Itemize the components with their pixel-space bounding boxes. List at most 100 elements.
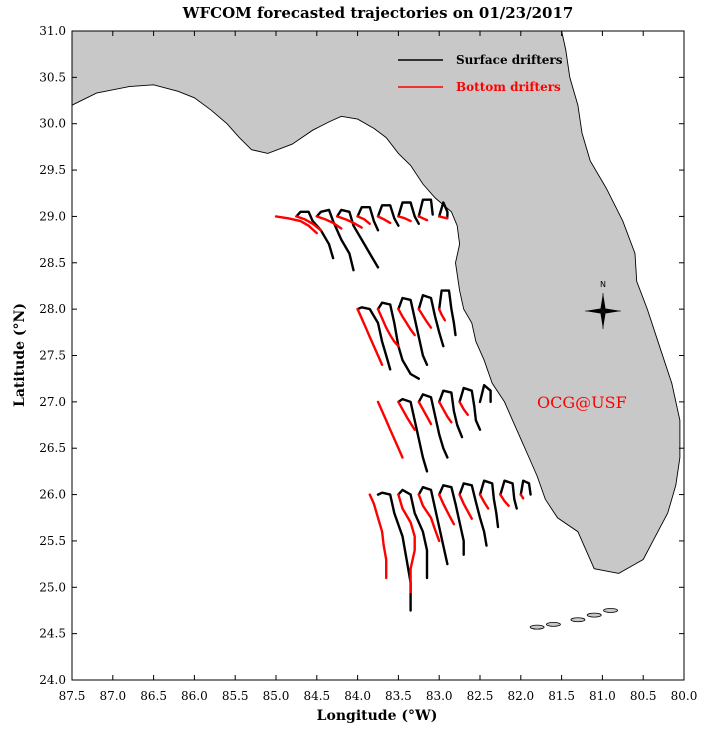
bottom-trajectory [417, 215, 429, 222]
bottom-trajectory [458, 493, 473, 520]
y-tick-label: 27.5 [39, 349, 66, 363]
bottom-trajectory [438, 215, 449, 220]
bottom-trajectory [368, 493, 388, 580]
bottom-trajectory [376, 307, 400, 348]
bottom-trajectory [397, 215, 412, 223]
x-tick-label: 82.0 [507, 689, 534, 703]
surface-trajectory [376, 301, 420, 380]
bottom-trajectory [315, 215, 343, 230]
y-tick-label: 27.0 [39, 395, 66, 409]
bottom-trajectory [356, 215, 371, 226]
x-tick-label: 86.0 [181, 689, 208, 703]
surface-trajectory [458, 482, 488, 547]
x-tick-label: 87.5 [59, 689, 86, 703]
y-tick-label: 29.0 [39, 209, 66, 223]
bottom-trajectory [376, 400, 404, 459]
surface-trajectory [356, 205, 380, 232]
bottom-trajectory [397, 400, 416, 431]
bottom-trajectory [438, 400, 453, 424]
x-tick-label: 84.5 [303, 689, 330, 703]
y-tick-label: 28.5 [39, 256, 66, 270]
bottom-trajectory [478, 493, 490, 510]
plot-area [71, 30, 685, 681]
surface-trajectory [397, 296, 429, 366]
x-tick-label: 81.0 [589, 689, 616, 703]
bottom-trajectory [458, 400, 469, 416]
surface-trajectory [438, 289, 457, 337]
bottom-trajectory [417, 400, 433, 426]
legend-surface-label: Surface drifters [456, 53, 563, 67]
surface-trajectory [438, 389, 464, 439]
y-tick-label: 26.0 [39, 488, 66, 502]
y-axis-title: Latitude (°N) [12, 303, 28, 407]
ocg-watermark: OCG@USF [537, 393, 627, 412]
keys-island [586, 612, 602, 618]
bottom-trajectory [499, 493, 510, 507]
surface-trajectory [336, 208, 380, 269]
y-tick-label: 28.0 [39, 302, 66, 316]
axis-ticks: 87.5 87.0 86.5 86.0 85.5 85.0 84.5 84.0 83.5 83.0… [39, 24, 697, 703]
surface-trajectory [356, 306, 392, 371]
x-tick-label: 80.0 [671, 689, 698, 703]
compass-rose-icon: N [585, 280, 621, 329]
bottom-trajectory [438, 307, 447, 322]
surface-trajectory [478, 479, 500, 529]
bottom-trajectory [274, 215, 318, 235]
x-tick-label: 84.0 [344, 689, 371, 703]
y-tick-label: 25.5 [39, 534, 66, 548]
legend: Surface drifters Bottom drifters [398, 53, 563, 94]
surface-trajectory [376, 204, 400, 227]
surface-trajectory [315, 208, 355, 272]
surface-trajectory [438, 484, 465, 556]
florida-land [71, 30, 681, 574]
bottom-trajectory [417, 307, 433, 329]
surface-trajectory [417, 486, 449, 566]
chart-title: WFCOM forecasted trajectories on 01/23/2… [182, 4, 574, 22]
x-tick-label: 85.0 [263, 689, 290, 703]
x-tick-label: 87.0 [99, 689, 126, 703]
y-tick-label: 30.0 [39, 117, 66, 131]
keys-island [570, 617, 586, 623]
surface-trajectory [295, 210, 335, 260]
y-tick-label: 24.0 [39, 673, 66, 687]
bottom-trajectory [397, 493, 416, 594]
surface-trajectory [417, 198, 434, 218]
y-tick-label: 25.0 [39, 580, 66, 594]
surface-trajectory [417, 393, 449, 459]
keys-island [529, 624, 545, 630]
y-tick-label: 30.5 [39, 70, 66, 84]
x-axis-title: Longitude (°W) [317, 708, 438, 724]
surface-trajectory [397, 397, 429, 473]
surface-trajectory [417, 294, 445, 348]
bottom-trajectory [356, 307, 384, 366]
bottom-trajectory [417, 493, 441, 543]
surface-trajectory [499, 479, 518, 510]
keys-island [603, 608, 618, 613]
y-tick-label: 31.0 [39, 24, 66, 38]
surface-trajectory [478, 384, 492, 404]
surface-trajectory [397, 201, 420, 226]
bottom-trajectory [438, 493, 456, 526]
bottom-trajectory [376, 215, 392, 225]
surface-trajectory [397, 488, 429, 580]
bottom-trajectory [295, 215, 323, 232]
compass-north-label: N [600, 280, 606, 289]
x-tick-label: 85.5 [222, 689, 249, 703]
keys-island [546, 621, 561, 627]
y-tick-label: 26.5 [39, 441, 66, 455]
bottom-trajectory [336, 215, 363, 229]
x-tick-label: 83.5 [385, 689, 412, 703]
y-tick-label: 29.5 [39, 163, 66, 177]
surface-trajectory [519, 479, 532, 496]
bottom-trajectory [519, 493, 525, 500]
y-tick-label: 24.5 [39, 627, 66, 641]
x-tick-label: 83.0 [426, 689, 453, 703]
x-tick-label: 81.5 [548, 689, 575, 703]
legend-bottom-label: Bottom drifters [456, 80, 561, 94]
x-tick-label: 82.5 [467, 689, 494, 703]
x-tick-label: 80.5 [630, 689, 657, 703]
surface-trajectory [458, 386, 482, 431]
surface-trajectory [438, 201, 449, 218]
x-tick-label: 86.5 [140, 689, 167, 703]
